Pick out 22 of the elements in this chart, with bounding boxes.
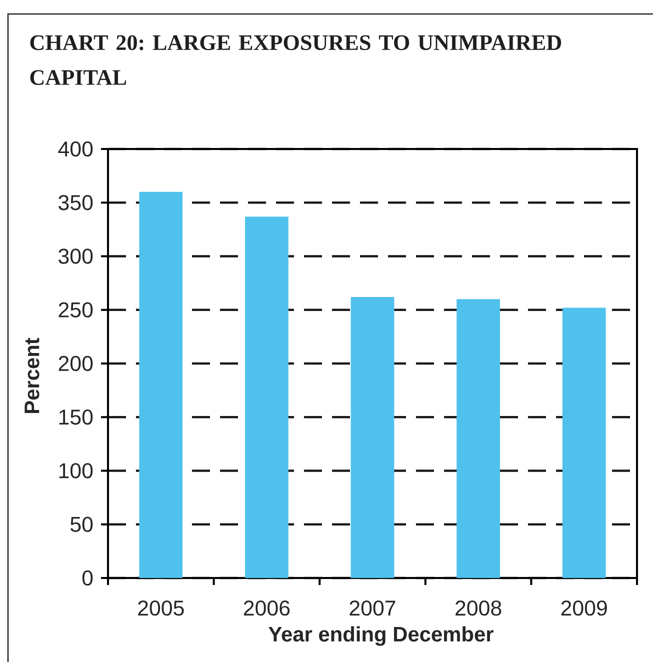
bar [456,299,500,578]
x-tick-label: 2005 [138,600,184,616]
bar [139,192,183,578]
y-tick-label: 0 [82,570,93,586]
bar [350,297,394,578]
x-tick-label: 2007 [350,600,396,616]
x-axis-title: Year ending December [268,626,494,646]
y-tick-label: 250 [58,302,93,318]
y-tick-label: 100 [59,463,93,478]
y-tick-label: 200 [58,356,93,372]
chart-title: CHART 20: LARGE EXPOSURES TO UNIMPAIRED CAPITAL [30,35,562,85]
y-tick-label: 400 [58,141,93,157]
x-tick-label: 2006 [244,600,290,616]
y-tick-label: 300 [58,248,93,264]
y-axis-title: Percent [24,338,40,413]
y-tick-label: 350 [58,195,93,210]
x-tick-label: 2008 [456,600,502,616]
bar [245,216,288,578]
y-tick-label: 50 [70,516,93,532]
x-tick-label: 2009 [561,600,607,616]
y-tick-label: 150 [59,410,93,425]
bar [562,308,606,578]
